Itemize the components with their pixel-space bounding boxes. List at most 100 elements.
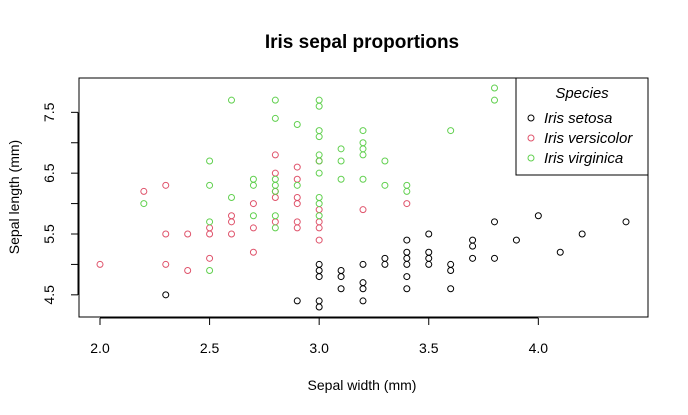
data-point (315, 273, 323, 281)
data-point (271, 194, 279, 201)
x-tick-label: 2.5 (200, 340, 220, 356)
data-point (249, 212, 257, 220)
data-point (337, 157, 345, 165)
data-point (425, 230, 433, 238)
data-point (206, 181, 214, 189)
data-point (337, 267, 345, 274)
data-point (359, 145, 367, 153)
data-point (315, 212, 323, 220)
data-point (403, 236, 411, 244)
data-point (403, 200, 411, 208)
series (162, 212, 630, 311)
data-point (403, 248, 411, 256)
data-point (315, 133, 323, 141)
data-point (206, 157, 214, 165)
data-point (315, 169, 323, 177)
x-tick-label: 3.0 (309, 340, 329, 356)
data-point (381, 254, 389, 262)
data-point (315, 224, 323, 232)
data-point (491, 218, 498, 226)
data-point (447, 285, 455, 293)
data-point (447, 267, 455, 274)
chart-title: Iris sepal proportions (265, 32, 459, 53)
data-point (271, 187, 279, 195)
data-point (359, 260, 367, 268)
legend-title: Species (555, 85, 609, 102)
x-tick-label: 2.0 (90, 340, 110, 356)
legend-marker (527, 114, 535, 122)
data-point (491, 96, 498, 104)
data-point (315, 194, 323, 201)
data-point (271, 224, 279, 232)
x-tick-label: 4.0 (529, 340, 549, 356)
data-point (271, 96, 279, 104)
legend-item: Iris virginica (527, 150, 623, 167)
data-points (96, 84, 630, 311)
data-point (337, 273, 345, 281)
data-point (337, 145, 345, 153)
legend-label: Iris virginica (544, 150, 623, 167)
data-point (315, 297, 323, 305)
data-point (206, 267, 214, 274)
data-point (556, 248, 564, 256)
plot-frame (78, 77, 649, 318)
data-point (228, 230, 235, 238)
data-point (293, 218, 301, 226)
data-point (162, 291, 170, 299)
x-axis: 2.0 2.5 3.0 3.5 4.0 (90, 317, 549, 356)
data-point (206, 224, 214, 232)
data-point (293, 175, 301, 183)
data-point (359, 151, 367, 159)
data-point (228, 218, 235, 226)
data-point (293, 121, 301, 128)
y-tick-label: 6.5 (41, 163, 57, 183)
x-axis-title: Sepal width (mm) (308, 377, 417, 393)
data-point (381, 157, 389, 165)
data-point (447, 260, 455, 268)
data-point (96, 260, 104, 268)
data-point (293, 194, 301, 201)
y-tick-label: 5.5 (41, 224, 57, 244)
legend-box (515, 77, 649, 176)
data-point (293, 224, 301, 232)
data-point (469, 236, 477, 244)
data-point (403, 181, 411, 189)
data-point (534, 212, 542, 220)
data-point (359, 127, 367, 135)
data-point (140, 200, 148, 208)
data-point (315, 157, 323, 165)
data-point (271, 218, 279, 226)
data-point (403, 260, 411, 268)
data-point (162, 230, 170, 238)
data-point (206, 254, 214, 262)
data-point (228, 212, 235, 220)
data-point (491, 84, 498, 92)
x-tick-label: 3.5 (419, 340, 439, 356)
data-point (403, 254, 411, 262)
data-point (249, 224, 257, 232)
data-point (162, 260, 170, 268)
legend-marker (527, 154, 535, 162)
legend: Species Iris setosa Iris versicolor Iris v… (515, 77, 649, 176)
data-point (271, 175, 279, 183)
data-point (271, 181, 279, 189)
data-point (293, 163, 301, 171)
data-point (578, 230, 586, 238)
data-point (359, 279, 367, 287)
data-point (359, 297, 367, 305)
data-point (315, 206, 323, 214)
data-point (447, 127, 455, 135)
data-point (206, 230, 214, 238)
data-point (337, 285, 345, 293)
data-point (315, 200, 323, 208)
data-point (337, 175, 345, 183)
data-point (184, 267, 192, 274)
y-axis-title: Sepal length (mm) (6, 140, 22, 254)
data-point (381, 181, 389, 189)
data-point (271, 151, 279, 159)
data-point (228, 96, 235, 104)
data-point (512, 236, 520, 244)
data-point (469, 242, 477, 250)
data-point (315, 96, 323, 104)
